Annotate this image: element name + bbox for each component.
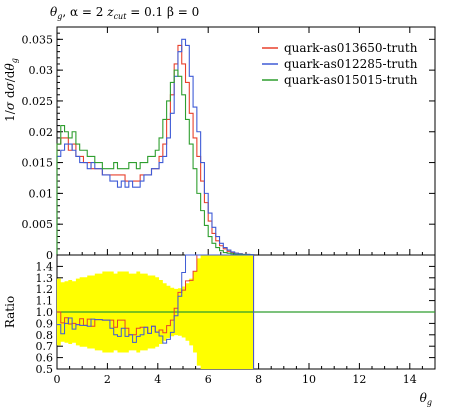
x-axis-title: θg bbox=[420, 391, 432, 407]
main-y-tick-label: 0.025 bbox=[22, 95, 54, 108]
legend: quark-as013650-truth quark-as012285-truth… bbox=[262, 41, 418, 87]
main-y-tick-label: 0.015 bbox=[22, 157, 54, 170]
series-line-quark-as015015-truth bbox=[56, 69, 255, 256]
x-tick-label: 2 bbox=[104, 373, 111, 386]
main-y-tick-label: 0.03 bbox=[29, 64, 54, 77]
x-tick-label: 0 bbox=[54, 373, 61, 386]
ratio-y-tick-label: 1.1 bbox=[36, 295, 54, 308]
x-tick-label: 4 bbox=[154, 373, 161, 386]
legend-label: quark-as012285-truth bbox=[284, 57, 418, 71]
ratio-y-tick-label: 1.3 bbox=[36, 272, 54, 285]
ratio-y-tick-label: 0.9 bbox=[36, 317, 54, 330]
x-tick-label: 10 bbox=[302, 373, 316, 386]
x-tick-label: 12 bbox=[352, 373, 366, 386]
main-ylabel: 1/σ dσ/dθg bbox=[3, 58, 19, 122]
legend-label: quark-as013650-truth bbox=[284, 41, 418, 55]
series-line-quark-as012285-truth bbox=[56, 38, 255, 256]
x-tick-label: 14 bbox=[403, 373, 417, 386]
chart-title: θg, α = 2 zcut = 0.1 β = 0 bbox=[50, 5, 199, 21]
ratio-ylabel: Ratio bbox=[3, 296, 17, 328]
legend-label: quark-as015015-truth bbox=[284, 73, 418, 87]
ratio-y-tick-label: 0.7 bbox=[36, 340, 54, 353]
ratio-y-tick-label: 0.8 bbox=[36, 329, 54, 342]
ratio-line-quark-as012285-truth bbox=[57, 254, 255, 369]
ratio-panel bbox=[56, 254, 436, 370]
main-y-tick-label: 0.005 bbox=[22, 218, 54, 231]
x-tick-label: 6 bbox=[205, 373, 212, 386]
main-panel bbox=[56, 26, 436, 256]
ratio-y-tick-label: 1.4 bbox=[36, 260, 54, 273]
ratio-y-tick-label: 0.5 bbox=[36, 363, 54, 376]
main-y-tick-label: 0.01 bbox=[29, 187, 54, 200]
main-y-tick-label: 0.035 bbox=[22, 33, 54, 46]
ratio-y-tick-label: 1.2 bbox=[36, 283, 54, 296]
x-tick-label: 8 bbox=[255, 373, 262, 386]
main-y-tick-label: 0.02 bbox=[29, 126, 54, 139]
ratio-y-tick-label: 1.0 bbox=[36, 306, 54, 319]
main-y-tick-label: 0 bbox=[46, 249, 53, 262]
ratio-y-tick-label: 0.6 bbox=[36, 352, 54, 365]
